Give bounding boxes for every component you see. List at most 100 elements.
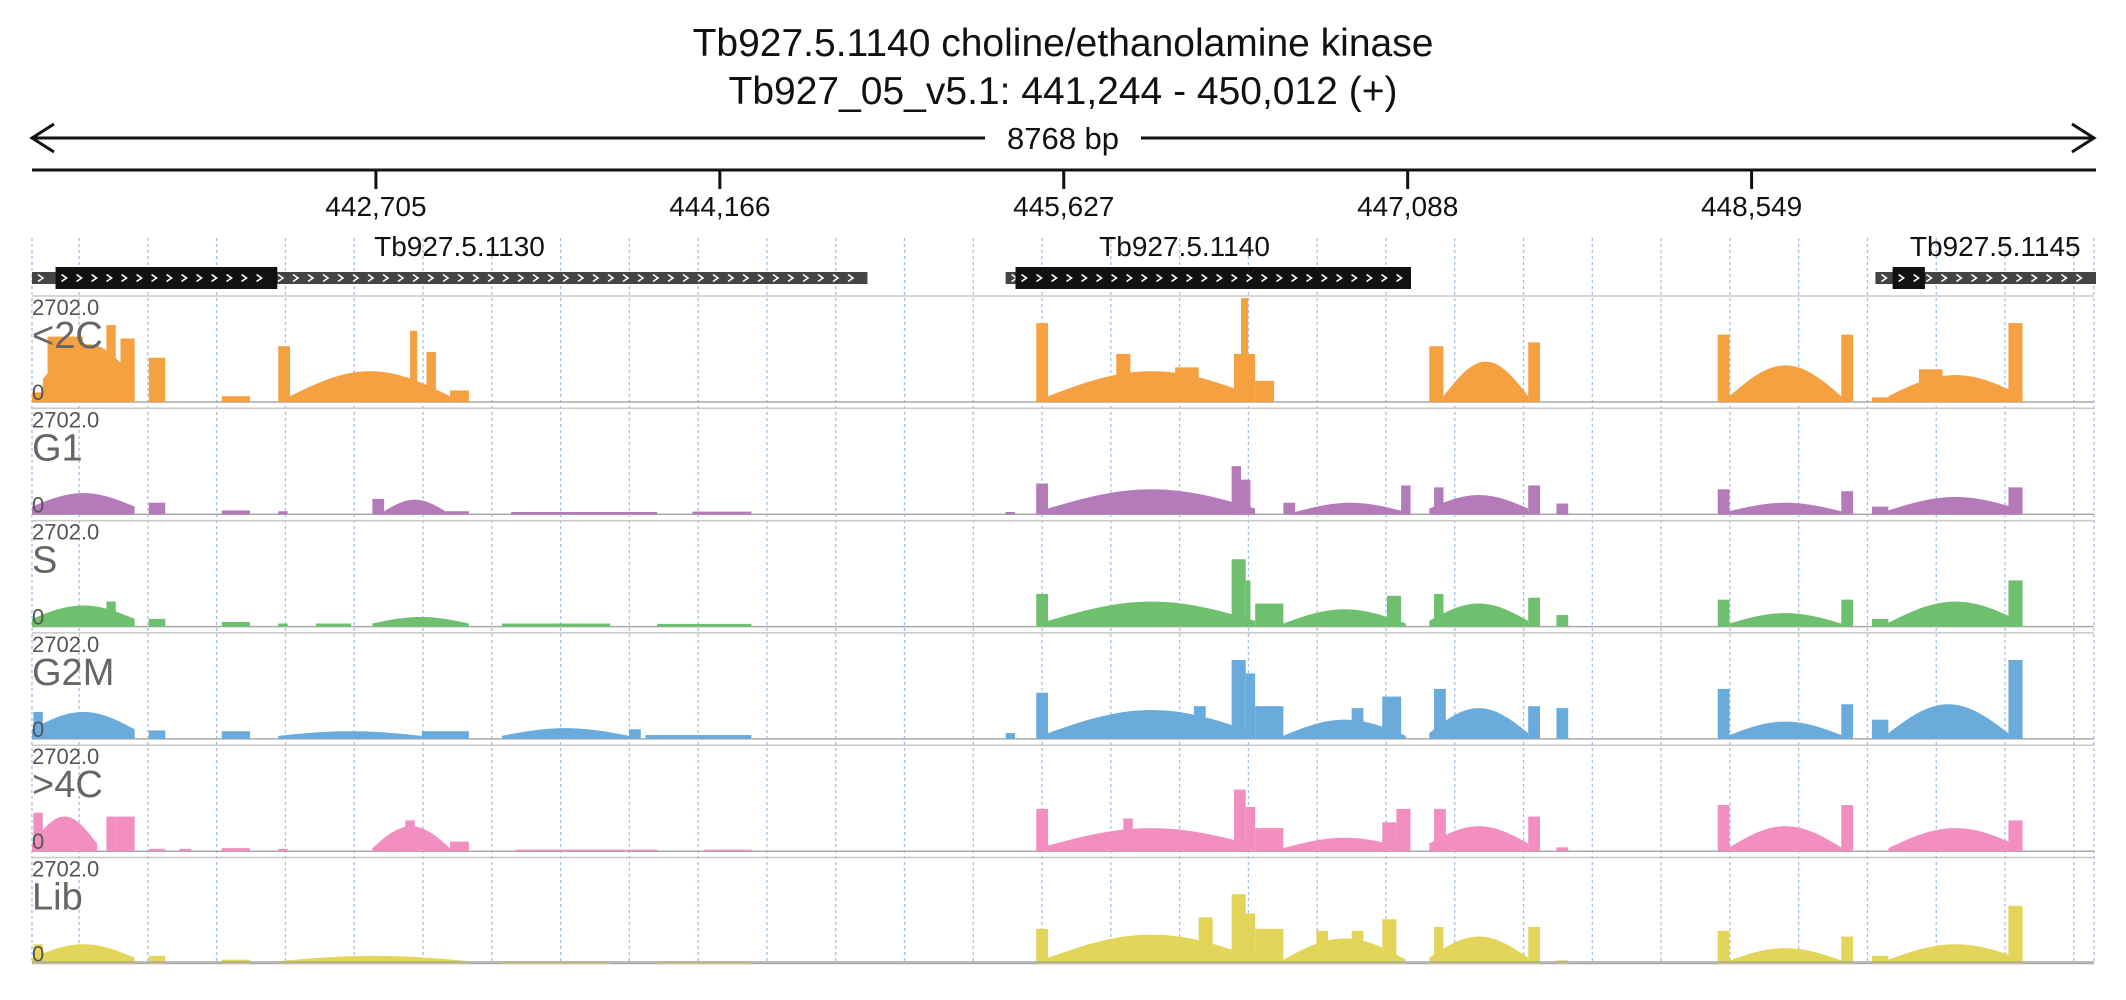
- coverage-bar: [1255, 380, 1274, 402]
- span-label: 8768 bp: [1007, 121, 1119, 156]
- coverage-area: [1888, 375, 2023, 402]
- coverage-area: [1047, 489, 1256, 515]
- strand-chevron: [772, 273, 780, 283]
- strand-chevron: [1036, 273, 1043, 283]
- coverage-tracks: 2702.0<2C02702.0G102702.0S02702.0G2M0270…: [32, 295, 2094, 967]
- coverage-area: [1047, 371, 1256, 402]
- coverage-bar: [1918, 369, 1943, 402]
- coverage-bar: [372, 498, 385, 515]
- strand-chevron: [1880, 273, 1888, 283]
- coverage-bar: [450, 390, 469, 402]
- coverage-bar: [148, 357, 166, 402]
- coverage-area: [290, 371, 451, 402]
- coverage-area: [278, 731, 422, 739]
- strand-chevron: [1021, 273, 1028, 283]
- coverage-bar: [1528, 926, 1540, 964]
- gene-track: Tb927.5.1130 Tb927.5.1140 Tb927.5.1145: [32, 231, 2096, 289]
- strand-chevron: [727, 273, 735, 283]
- strand-chevron: [427, 273, 435, 283]
- strand-chevron: [367, 273, 375, 283]
- coverage-area: [1729, 502, 1842, 515]
- gene-label: Tb927.5.1145: [1910, 231, 2081, 262]
- coverage-bar: [501, 623, 611, 627]
- coverage-bar: [1556, 708, 1569, 739]
- coverage-bar: [426, 351, 436, 402]
- strand-chevron: [547, 273, 555, 283]
- strand-chevron: [592, 273, 600, 283]
- coverage-bar: [1717, 489, 1730, 515]
- strand-chevron: [1913, 273, 1921, 283]
- coverage-area: [32, 944, 135, 964]
- strand-chevron: [241, 273, 248, 283]
- coverage-bar: [1434, 593, 1444, 627]
- strand-chevron: [2060, 273, 2068, 283]
- strand-chevron: [832, 273, 840, 283]
- coverage-bar: [1241, 479, 1251, 515]
- coverage-area: [1283, 938, 1406, 964]
- coverage-bar: [1429, 346, 1444, 402]
- coverage-bar: [1528, 342, 1540, 402]
- strand-chevron: [352, 273, 360, 283]
- strand-chevron: [1081, 273, 1088, 283]
- coverage-bar: [1193, 706, 1206, 739]
- gene-label: Tb927.5.1130: [374, 231, 545, 262]
- strand-chevron: [2030, 273, 2038, 283]
- coverage-bar: [1841, 936, 1854, 964]
- strand-chevron: [622, 273, 630, 283]
- coverage-track: 2702.0G1 0: [32, 407, 2094, 517]
- coverage-bar: [33, 711, 43, 739]
- coverage-bar: [1231, 466, 1242, 515]
- coverage-area: [1729, 613, 1842, 627]
- coverage-bar: [32, 392, 43, 402]
- coverage-bar: [1717, 599, 1730, 627]
- track-ymax-label: 2702.0: [32, 295, 99, 320]
- strand-chevron: [1925, 273, 1933, 283]
- coverage-area: [1047, 601, 1256, 627]
- strand-chevron: [712, 273, 720, 283]
- coverage-bar: [1528, 706, 1540, 739]
- coverage-bar: [1717, 334, 1730, 402]
- coverage-area: [1729, 826, 1842, 852]
- coverage-bar: [1351, 708, 1364, 739]
- strand-chevron: [292, 273, 300, 283]
- coverage-bar: [1036, 323, 1048, 402]
- strand-chevron: [37, 273, 45, 283]
- coverage-bar: [1871, 618, 1889, 627]
- strand-chevron: [136, 273, 143, 283]
- coverage-bar: [115, 816, 135, 852]
- axis-tick-label: 444,166: [669, 191, 770, 222]
- coverage-bar: [33, 812, 43, 852]
- strand-chevron: [382, 273, 390, 283]
- coverage-bar: [278, 346, 290, 402]
- coverage-bar: [1386, 595, 1402, 627]
- coverage-bar: [1382, 822, 1397, 852]
- strand-chevron: [1126, 273, 1133, 283]
- coverage-bar: [1871, 955, 1889, 964]
- coverage-bar: [1841, 334, 1854, 402]
- coverage-area: [1443, 361, 1529, 402]
- coverage-bar: [1316, 930, 1329, 964]
- gridlines: [31, 238, 2095, 962]
- strand-chevron: [577, 273, 585, 283]
- strand-chevron: [397, 273, 405, 283]
- coverage-area: [1888, 496, 2023, 515]
- coverage-bar: [2008, 487, 2023, 515]
- coverage-bar: [2008, 323, 2023, 402]
- strand-chevron: [682, 273, 690, 283]
- coverage-bar: [1245, 806, 1256, 852]
- span-arrow: 8768 bp: [29, 118, 2097, 158]
- coverage-area: [1888, 704, 2009, 739]
- coverage-bar: [1717, 930, 1730, 964]
- coverage-bar: [1434, 808, 1446, 852]
- coverage-track: 2702.0S 0: [32, 520, 2094, 630]
- gene-cds: [55, 267, 278, 289]
- gene-cds: [1015, 267, 1411, 289]
- coverage-bar: [278, 511, 288, 515]
- coverage-bar: [450, 841, 469, 852]
- coverage-bar: [1871, 719, 1889, 739]
- axis-tick-label: 442,705: [325, 191, 426, 222]
- coverage-bar: [1255, 603, 1284, 627]
- coverage-bar: [1231, 559, 1246, 627]
